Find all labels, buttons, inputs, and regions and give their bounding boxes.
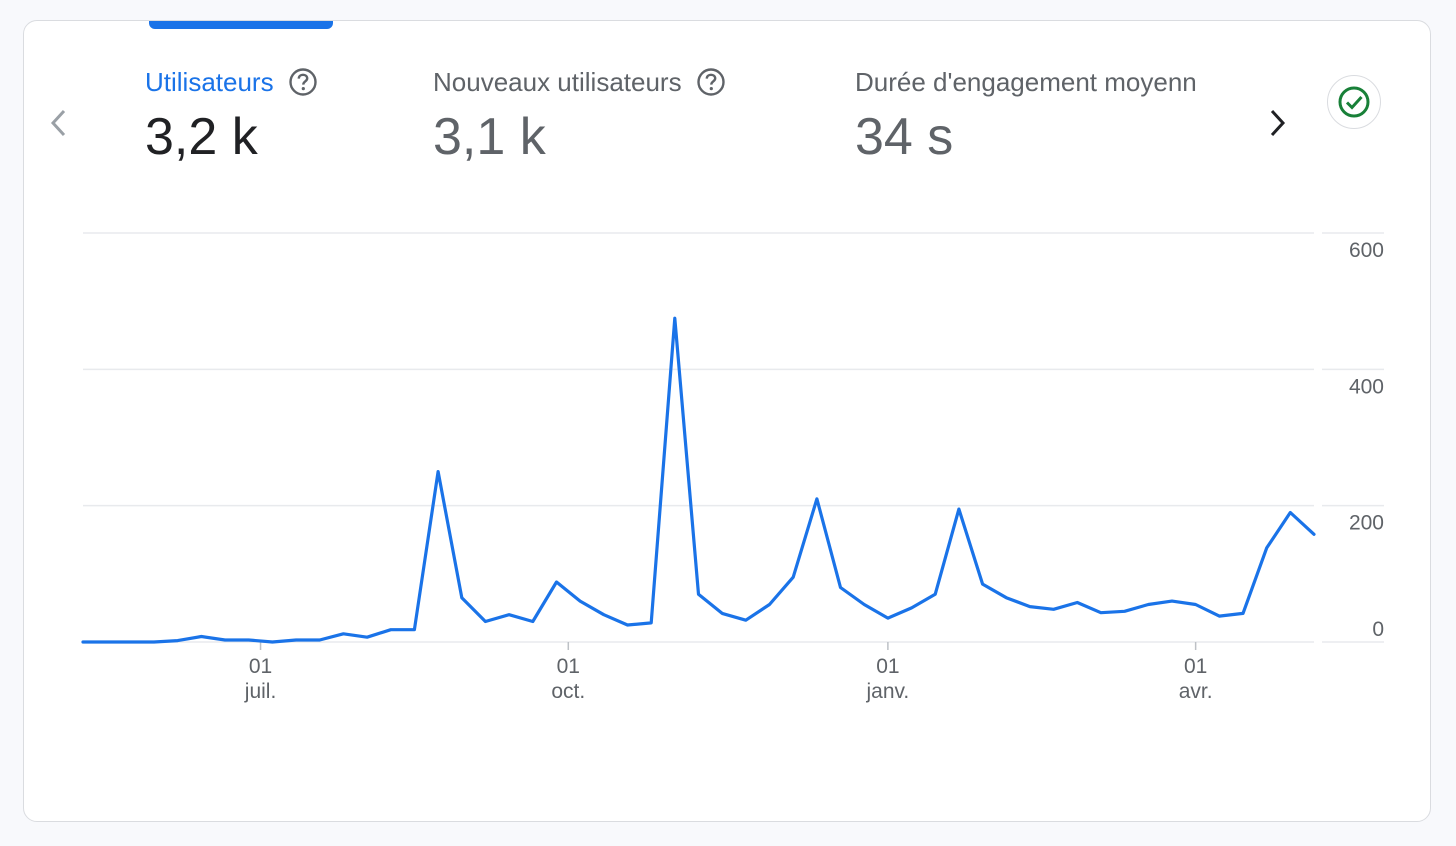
help-circle-icon[interactable] <box>696 67 726 97</box>
x-tick-day-label: 01 <box>249 655 272 678</box>
x-tick-month-label: avr. <box>1179 680 1213 703</box>
x-tick-day-label: 01 <box>1184 655 1207 678</box>
metric-tab-users[interactable]: Utilisateurs 3,2 k <box>145 67 318 167</box>
metric-value: 3,1 k <box>433 108 546 166</box>
x-tick-month-label: juil. <box>244 680 277 703</box>
metrics-card: Utilisateurs 3,2 k Nouveaux utilisateurs… <box>23 20 1431 822</box>
x-tick-month-label: oct. <box>551 680 585 703</box>
metric-label: Durée d'engagement moyenn <box>855 67 1197 97</box>
metric-tab-new-users[interactable]: Nouveaux utilisateurs 3,1 k <box>433 67 726 167</box>
y-tick-label: 400 <box>1349 375 1384 398</box>
check-circle-icon <box>1338 86 1370 118</box>
next-metrics-button[interactable] <box>1262 101 1292 145</box>
y-tick-label: 0 <box>1372 618 1384 641</box>
x-tick-day-label: 01 <box>557 655 580 678</box>
metric-value: 34 s <box>855 108 954 166</box>
grid-lines <box>83 232 1384 643</box>
x-tick-day-label: 01 <box>876 655 899 678</box>
y-tick-label: 600 <box>1349 239 1384 262</box>
status-badge[interactable] <box>1327 75 1381 129</box>
y-tick-label: 200 <box>1349 512 1384 535</box>
chevron-left-icon <box>50 109 66 137</box>
series-line <box>81 316 1316 644</box>
x-tick-month-label: janv. <box>865 680 909 703</box>
metric-tab-avg-engagement[interactable]: Durée d'engagement moyenn 34 s <box>855 67 1245 167</box>
chevron-right-icon <box>1270 109 1286 137</box>
metric-value: 3,2 k <box>145 108 258 166</box>
metric-label: Utilisateurs <box>145 66 274 97</box>
help-circle-icon[interactable] <box>288 67 318 97</box>
y-axis-ticks: 0 200 400 600 <box>1349 239 1384 641</box>
metric-label: Nouveaux utilisateurs <box>433 66 682 97</box>
previous-metrics-button[interactable] <box>44 101 74 145</box>
active-tab-indicator <box>149 21 333 29</box>
